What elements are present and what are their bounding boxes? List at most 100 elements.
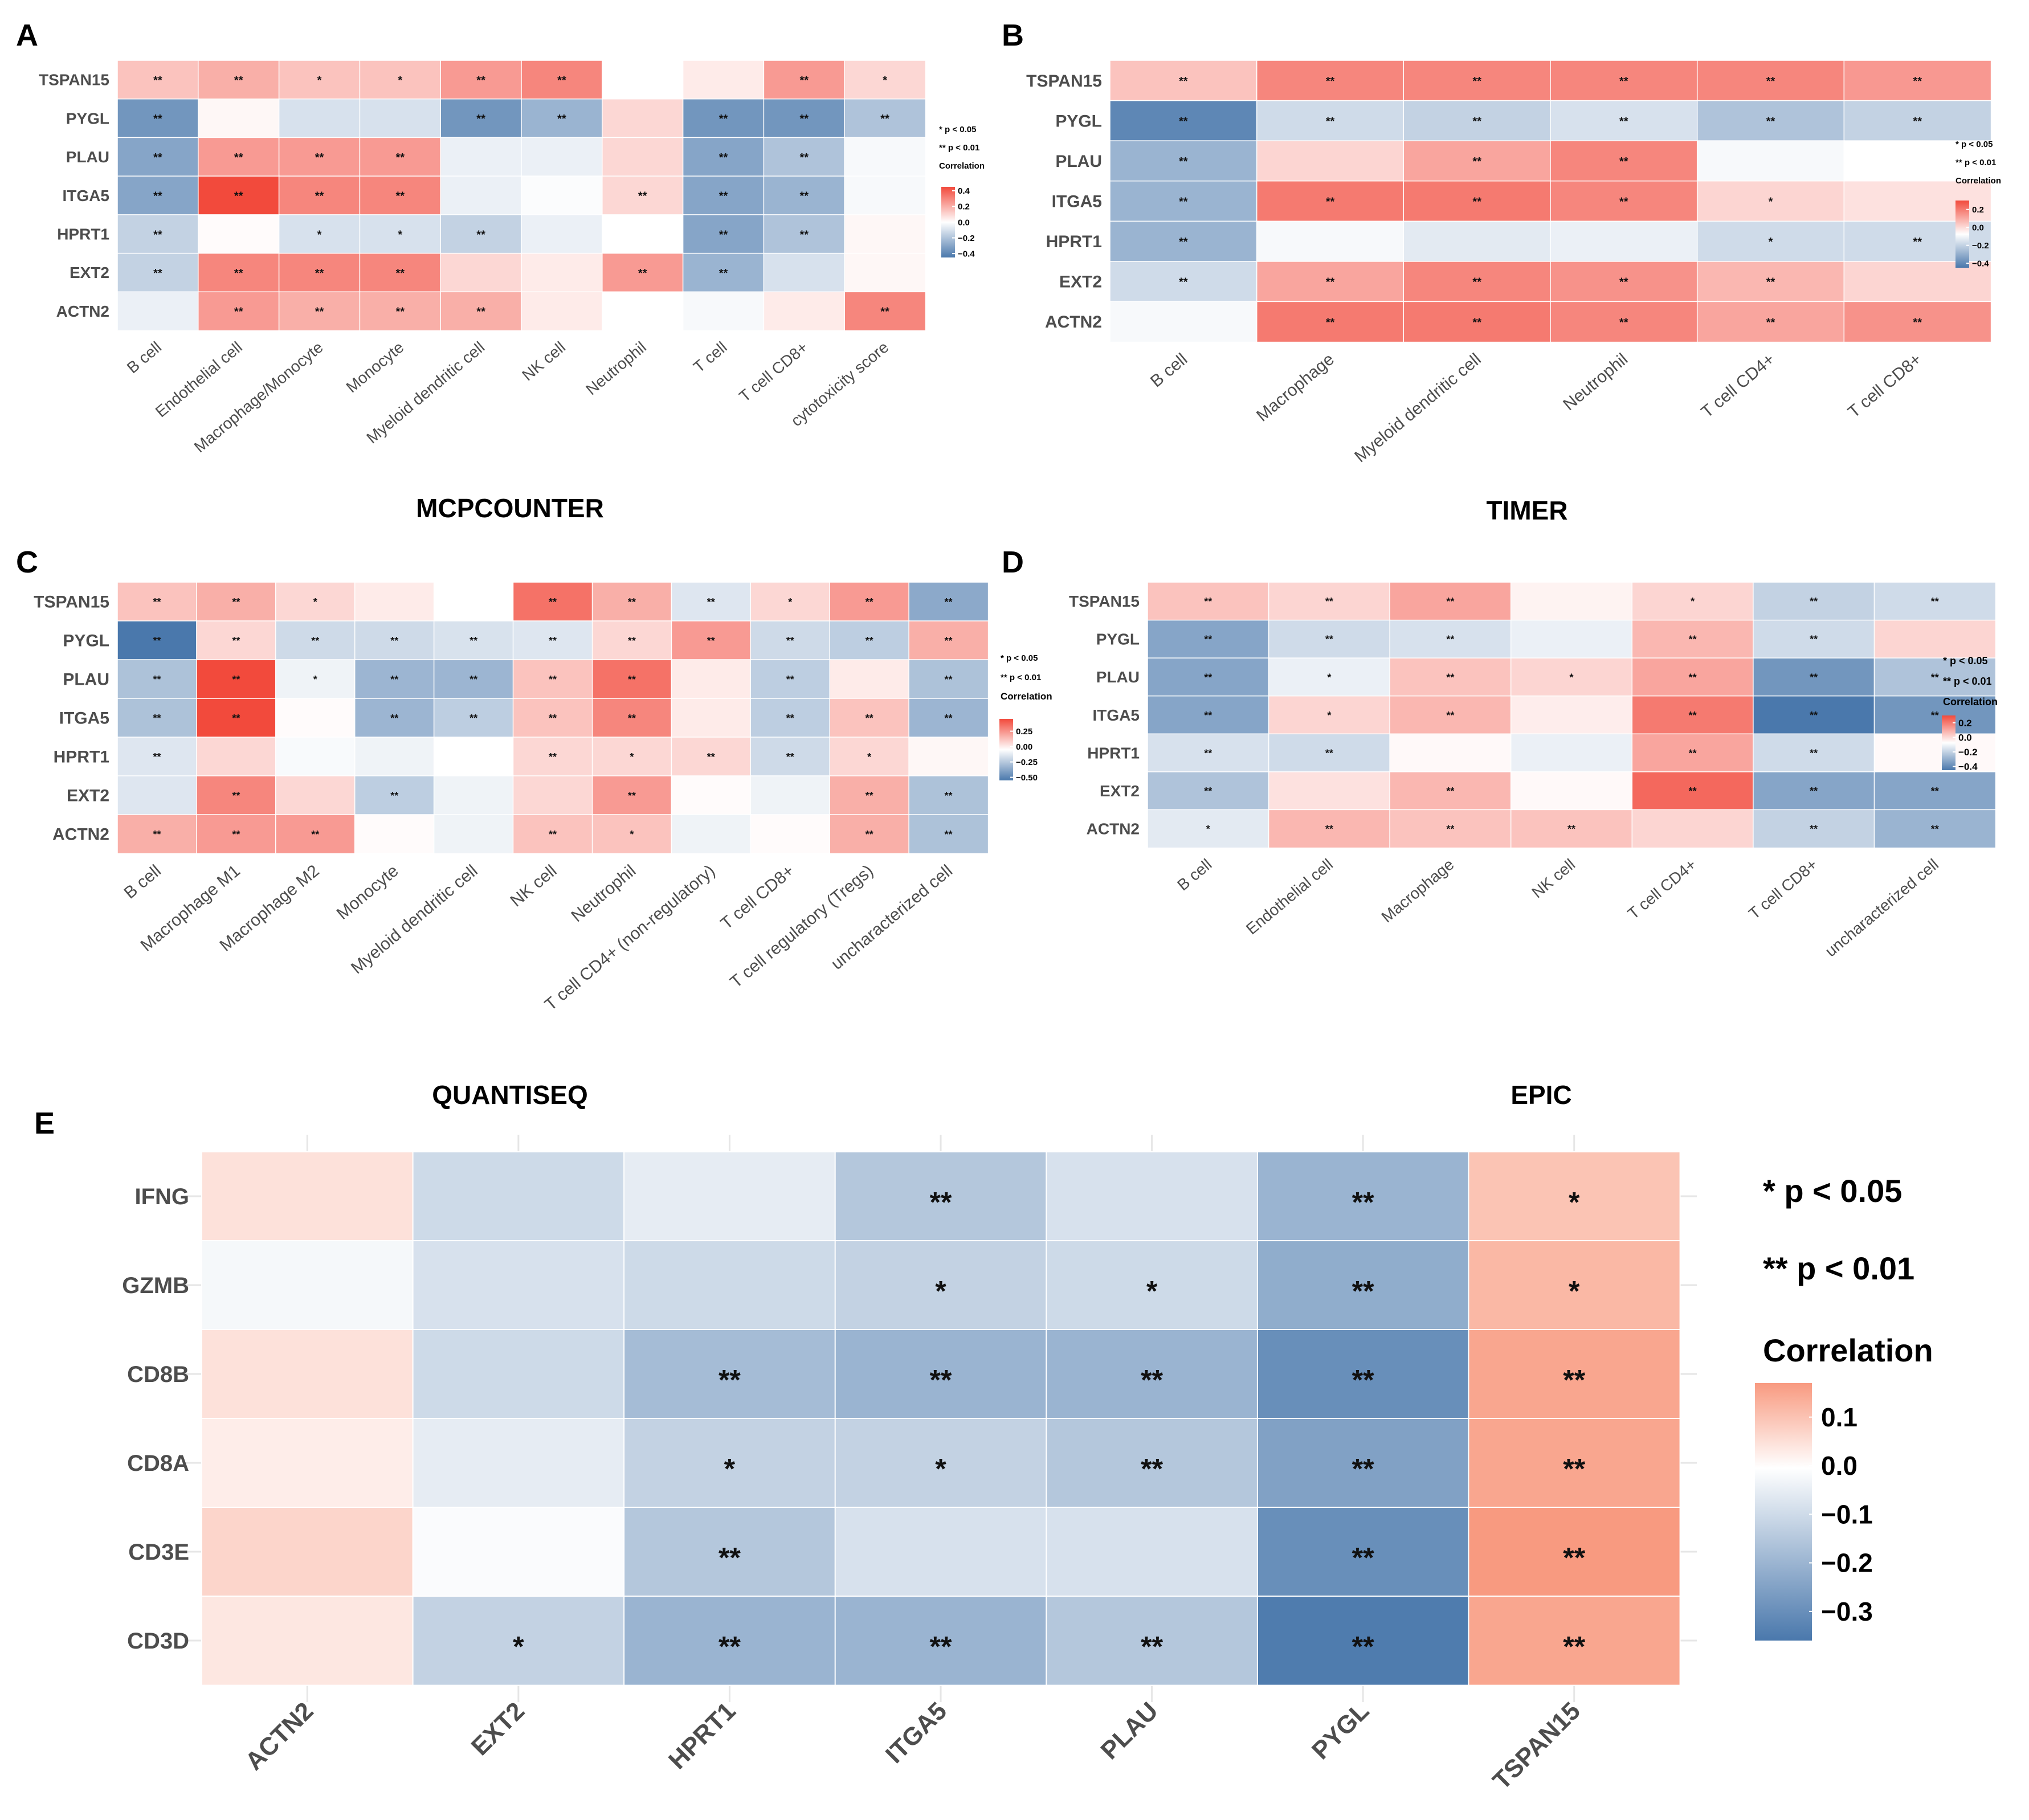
heatmap-d-star: **: [1204, 596, 1212, 607]
legend-e-tick-label: 0.1: [1821, 1402, 1857, 1432]
heatmap-b-star: **: [1326, 316, 1335, 329]
heatmap-a-row-label: HPRT1: [57, 226, 109, 243]
heatmap-d: ** ** ** * ** **** ** ** ** **** * ** * ** ** **** * ** **…: [1069, 582, 1998, 960]
heatmap-b-star: **: [1472, 156, 1481, 168]
heatmap-c-star: **: [390, 713, 398, 724]
heatmap-b-cell: [1696, 301, 1845, 343]
heatmap-a-col-label: Monocyte: [343, 338, 407, 396]
heatmap-e-cell: [623, 1507, 836, 1597]
heatmap-d-cell: [1631, 582, 1754, 621]
heatmap-c-cell: [117, 775, 198, 816]
heatmap-d-cell: [1631, 695, 1754, 735]
heatmap-a: ** ** * * ** ** ** *** ** ** ** ** **** ** ** ** ** **** *…: [39, 60, 985, 456]
heatmap-b-star: **: [1179, 236, 1188, 248]
heatmap-a-cell: [602, 214, 684, 254]
heatmap-e-col-label: TSPAN15: [1488, 1697, 1586, 1795]
heatmap-d-cell: [1873, 657, 1997, 697]
heatmap-b-star: **: [1619, 116, 1628, 128]
heatmap-a-cell: [117, 291, 199, 332]
heatmap-a-star: **: [800, 228, 809, 241]
heatmap-a-cell: [359, 137, 442, 177]
heatmap-e-col-label: PLAU: [1096, 1697, 1163, 1765]
heatmap-b-row-label: HPRT1: [1046, 232, 1102, 251]
heatmap-b-cell: [1109, 301, 1258, 343]
heatmap-a-star: **: [476, 228, 485, 241]
heatmap-b-cell: [1256, 261, 1405, 302]
legend-a-tick-label: −0.2: [958, 234, 975, 243]
heatmap-a-cell: [521, 60, 603, 100]
heatmap-c-star: **: [944, 635, 952, 647]
heatmap-c-cell: [196, 698, 277, 738]
heatmap-a-col-label: Neutrophil: [582, 338, 650, 399]
heatmap-d-star: **: [1204, 672, 1212, 683]
heatmap-a-row-label: PLAU: [66, 148, 109, 166]
heatmap-c-cell: [750, 737, 831, 777]
heatmap-a-cell: [198, 60, 280, 100]
legend-a-significance: * p < 0.05: [939, 125, 976, 134]
heatmap-c-star: **: [628, 635, 636, 647]
heatmap-b-row-label: ITGA5: [1052, 193, 1102, 211]
heatmap-a-star: **: [638, 190, 647, 203]
heatmap-a-cell: [278, 291, 361, 332]
heatmap-a-star: **: [153, 113, 162, 125]
heatmap-d-star: **: [1931, 824, 1939, 835]
heatmap-e-star: *: [935, 1275, 946, 1307]
heatmap-c-col-label: T cell CD8+: [717, 861, 798, 933]
heatmap-a-star: **: [719, 228, 728, 241]
heatmap-a-star: **: [719, 267, 728, 280]
heatmap-d-star: **: [1325, 596, 1333, 607]
heatmap-a-star: **: [315, 306, 324, 318]
heatmap-a-cell: [278, 175, 361, 216]
heatmap-c-star: **: [707, 751, 715, 763]
heatmap-e-star: **: [1141, 1364, 1163, 1396]
heatmap-c-cell: [196, 620, 277, 661]
heatmap-c: ** ** * ** ** ** * ** **** ** ** ** ** ** ** ** ** ** ****…: [34, 582, 1052, 1015]
heatmap-d-cell: [1147, 809, 1269, 849]
heatmap-a-star: **: [880, 306, 889, 318]
heatmap-e-row-label: IFNG: [134, 1184, 189, 1209]
heatmap-a-cell: [682, 252, 765, 293]
legend-d-colorbar: [1942, 715, 1955, 770]
heatmap-d-row-label: ACTN2: [1087, 820, 1140, 838]
heatmap-c-row-label: TSPAN15: [34, 593, 109, 612]
heatmap-e-star: *: [1146, 1275, 1158, 1307]
heatmap-d-cell: [1268, 771, 1391, 811]
heatmap-b-cell: [1843, 140, 1992, 182]
heatmap-c-cell: [433, 698, 514, 738]
legend-b-tick-label: −0.2: [1972, 241, 1989, 251]
heatmap-d-col-label: T cell CD8+: [1745, 856, 1820, 923]
heatmap-c-cell: [829, 814, 910, 854]
heatmap-c-row-label: PLAU: [63, 670, 109, 689]
heatmap-a-star: **: [396, 267, 405, 280]
legend-b-significance: ** p < 0.01: [1955, 158, 1996, 167]
heatmap-d-cell: [1147, 771, 1269, 811]
heatmap-a-cell: [117, 60, 199, 100]
heatmap-e-star: *: [724, 1453, 736, 1485]
heatmap-c-cell: [117, 620, 198, 661]
heatmap-e-cell: [1468, 1151, 1681, 1242]
legend-c-tick-label: 0.00: [1016, 742, 1032, 752]
heatmap-c-col-label: Monocyte: [333, 861, 402, 923]
heatmap-c-cell: [591, 737, 672, 777]
heatmap-c-cell: [591, 659, 672, 700]
heatmap-c-star: **: [232, 596, 240, 608]
heatmap-c-cell: [908, 814, 989, 854]
heatmap-a-cell: [602, 291, 684, 332]
heatmap-a-star: **: [315, 152, 324, 164]
heatmap-b-cell: [1109, 100, 1258, 142]
legend-a-tick-label: 0.4: [958, 186, 970, 196]
heatmap-c-cell: [196, 582, 277, 622]
heatmap-b-cell: [1843, 301, 1992, 343]
heatmap-d-cell: [1753, 582, 1875, 621]
heatmap-c-cell: [275, 737, 356, 777]
heatmap-d-star: **: [1931, 672, 1939, 683]
heatmap-d-cell: [1873, 619, 1997, 659]
legend-b-tick-label: 0.0: [1972, 223, 1984, 232]
heatmap-d-star: **: [1931, 786, 1939, 797]
title-epic: EPIC: [1510, 1080, 1571, 1110]
heatmap-c-cell: [275, 698, 356, 738]
heatmap-e-cell: [1046, 1329, 1259, 1420]
heatmap-d-star: **: [1810, 596, 1818, 607]
heatmap-e-star: **: [1352, 1275, 1374, 1307]
heatmap-e-cell: [834, 1151, 1047, 1242]
